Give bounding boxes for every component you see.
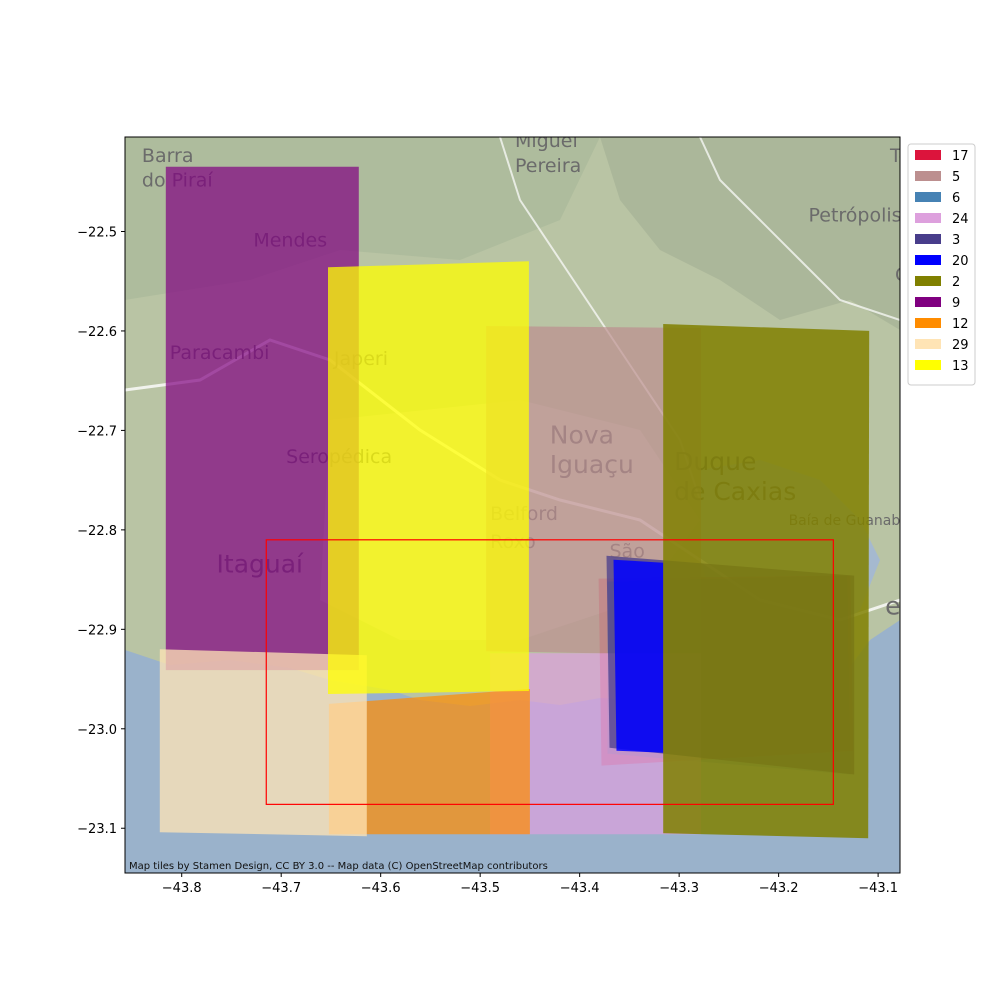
legend-label: 5: [952, 170, 960, 185]
x-tick-label: −43.8: [162, 881, 202, 896]
x-tick-label: −43.2: [759, 881, 799, 896]
y-tick-label: −23.1: [77, 822, 117, 837]
mountain-ridge: [600, 137, 900, 330]
place-label: Barra: [142, 145, 194, 167]
legend-swatch: [915, 234, 941, 244]
y-axis: −22.5 −22.6 −22.7 −22.8 −22.9 −23.0 −23.1: [77, 225, 125, 837]
legend-label: 9: [952, 296, 960, 311]
legend-label: 13: [952, 359, 969, 374]
footprint-layer: [159, 166, 870, 839]
legend-label: 6: [952, 191, 960, 206]
map-attribution: Map tiles by Stamen Design, CC BY 3.0 --…: [129, 861, 548, 872]
place-label: eiro: [885, 591, 932, 620]
place-label: Miguel: [515, 130, 578, 152]
x-tick-label: −43.7: [261, 881, 301, 896]
x-tick-label: −43.6: [361, 881, 401, 896]
x-tick-label: −43.4: [560, 881, 600, 896]
axes-frame: [124, 136, 901, 874]
footprint-29: [159, 649, 367, 837]
legend-label: 3: [952, 233, 960, 248]
footprint-12: [328, 689, 530, 835]
legend-label: 29: [952, 338, 969, 353]
footprint-13: [328, 261, 529, 694]
legend-swatch: [915, 297, 941, 307]
legend-swatch: [915, 150, 941, 160]
y-tick-label: −22.5: [77, 225, 117, 240]
legend-label: 24: [952, 212, 969, 227]
legend-swatch: [915, 213, 941, 223]
place-label: Petrópolis: [808, 205, 901, 227]
footprint-20: [613, 559, 664, 753]
y-tick-label: −23.0: [77, 723, 117, 738]
y-tick-label: −22.6: [77, 325, 117, 340]
legend-swatch: [915, 171, 941, 181]
footprint-2: [663, 324, 870, 839]
x-axis: −43.8 −43.7 −43.6 −43.5 −43.4 −43.3 −43.2 −43.1: [162, 873, 898, 896]
legend-swatch: [915, 192, 941, 202]
y-tick-label: −22.8: [77, 524, 117, 539]
x-tick-label: −43.1: [858, 881, 898, 896]
legend-swatch: [915, 339, 941, 349]
legend-swatch: [915, 276, 941, 286]
legend-swatch: [915, 255, 941, 265]
y-tick-label: −22.7: [77, 424, 117, 439]
x-tick-label: −43.3: [659, 881, 699, 896]
place-label: Pereira: [515, 155, 581, 177]
legend-swatch: [915, 318, 941, 328]
place-label: G: [895, 264, 910, 286]
area-of-interest-box: [265, 539, 834, 805]
y-tick-label: −22.9: [77, 623, 117, 638]
footprint-9: [165, 166, 359, 671]
legend-label: 2: [952, 275, 960, 290]
x-tick-label: −43.5: [460, 881, 500, 896]
highway: [699, 137, 900, 321]
place-label: Te: [889, 145, 910, 167]
legend-label: 12: [952, 317, 969, 332]
legend-label: 17: [952, 149, 969, 164]
legend-swatch: [915, 360, 941, 370]
legend-label: 20: [952, 254, 969, 269]
